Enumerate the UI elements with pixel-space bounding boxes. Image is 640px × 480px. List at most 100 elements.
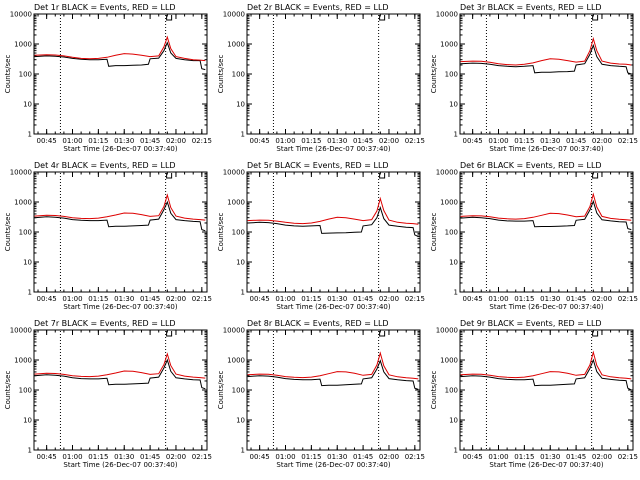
y-tick-label: 1000	[227, 199, 245, 207]
x-tick-label: 00:45	[250, 137, 270, 145]
x-tick-label: 00:45	[250, 453, 270, 461]
state-bracket	[166, 15, 173, 21]
y-tick-label: 1	[454, 131, 458, 139]
x-tick-label: 02:15	[405, 453, 425, 461]
x-tick-label: 02:00	[379, 137, 399, 145]
x-tick-label: 01:30	[540, 453, 560, 461]
state-bracket	[379, 331, 386, 337]
x-tick-label: 01:15	[514, 137, 534, 145]
x-tick-label: 01:45	[140, 453, 160, 461]
y-tick-label: 10	[23, 259, 32, 267]
y-tick-label: 10000	[436, 169, 458, 177]
y-tick-label: 10000	[436, 327, 458, 335]
y-tick-label: 1	[454, 447, 458, 455]
panel-title: Det 9r BLACK = Events, RED = LLD	[460, 319, 602, 328]
state-bracket	[166, 173, 173, 179]
panel-title: Det 2r BLACK = Events, RED = LLD	[247, 3, 389, 12]
events-series-line	[34, 41, 206, 71]
state-bracket	[379, 173, 386, 179]
x-tick-label: 01:30	[327, 295, 347, 303]
panel-title: Det 6r BLACK = Events, RED = LLD	[460, 161, 602, 170]
y-tick-label: 10	[449, 259, 458, 267]
x-tick-label: 02:15	[618, 137, 638, 145]
events-series-line	[460, 199, 632, 231]
lld-series-line	[34, 35, 206, 62]
events-series-line	[34, 358, 206, 390]
y-tick-label: 1000	[440, 199, 458, 207]
y-tick-label: 1	[28, 289, 32, 297]
y-tick-label: 100	[232, 229, 245, 237]
x-tick-label: 00:45	[37, 295, 57, 303]
y-axis-label: Counts/sec	[217, 371, 225, 410]
panel-det-6r: Det 6r BLACK = Events, RED = LLD 1 10 100 10…	[430, 161, 638, 311]
panel-det-4r: Det 4r BLACK = Events, RED = LLD 1 10 100 10…	[4, 161, 212, 311]
x-tick-label: 01:00	[488, 453, 508, 461]
y-tick-label: 1	[241, 447, 245, 455]
y-tick-label: 100	[445, 387, 458, 395]
y-tick-label: 10	[23, 417, 32, 425]
panel-title: Det 3r BLACK = Events, RED = LLD	[460, 3, 602, 12]
x-tick-label: 01:00	[62, 295, 82, 303]
x-tick-label: 01:45	[353, 137, 373, 145]
x-tick-label: 00:45	[463, 137, 483, 145]
x-axis-label: Start Time (26-Dec-07 00:37:40)	[276, 461, 390, 469]
state-bracket	[592, 331, 599, 337]
y-tick-label: 100	[19, 229, 32, 237]
x-tick-label: 01:00	[62, 453, 82, 461]
x-tick-label: 02:00	[166, 295, 186, 303]
x-tick-label: 02:00	[379, 453, 399, 461]
panel-title: Det 5r BLACK = Events, RED = LLD	[247, 161, 389, 170]
x-tick-label: 00:45	[250, 295, 270, 303]
y-tick-label: 10000	[10, 169, 32, 177]
y-tick-label: 100	[232, 71, 245, 79]
y-tick-label: 100	[232, 387, 245, 395]
y-tick-label: 10	[236, 417, 245, 425]
x-axis-label: Start Time (26-Dec-07 00:37:40)	[489, 145, 603, 153]
plot-frame	[33, 171, 208, 293]
lld-series-line	[34, 352, 206, 379]
lld-series-line	[247, 196, 419, 225]
y-tick-label: 1000	[14, 357, 32, 365]
x-tick-label: 01:45	[353, 453, 373, 461]
y-tick-label: 1000	[440, 357, 458, 365]
x-axis-label: Start Time (26-Dec-07 00:37:40)	[276, 303, 390, 311]
state-bracket	[592, 173, 599, 179]
state-bracket	[166, 331, 173, 337]
x-tick-label: 02:15	[405, 137, 425, 145]
lld-series-line	[460, 350, 632, 380]
panel-title: Det 8r BLACK = Events, RED = LLD	[247, 319, 389, 328]
x-tick-label: 01:15	[88, 137, 108, 145]
events-series-line	[247, 359, 419, 390]
events-series-line	[460, 43, 632, 75]
x-tick-label: 01:15	[88, 453, 108, 461]
y-tick-label: 1000	[227, 41, 245, 49]
state-bracket	[379, 15, 386, 21]
plot-frame	[459, 329, 634, 451]
plot-frame	[33, 13, 208, 135]
state-bracket	[592, 15, 599, 21]
x-tick-label: 01:15	[514, 453, 534, 461]
y-tick-label: 10	[23, 101, 32, 109]
y-axis-label: Counts/sec	[4, 213, 12, 252]
y-tick-label: 1	[28, 447, 32, 455]
x-tick-label: 02:15	[192, 453, 212, 461]
lld-series-line	[460, 36, 632, 66]
x-tick-label: 01:00	[275, 295, 295, 303]
x-tick-label: 02:00	[592, 137, 612, 145]
x-axis-label: Start Time (26-Dec-07 00:37:40)	[489, 461, 603, 469]
y-tick-label: 100	[19, 71, 32, 79]
x-tick-label: 02:15	[405, 295, 425, 303]
panel-title: Det 7r BLACK = Events, RED = LLD	[34, 319, 176, 328]
y-tick-label: 1000	[14, 41, 32, 49]
y-tick-label: 10	[236, 259, 245, 267]
x-axis-label: Start Time (26-Dec-07 00:37:40)	[489, 303, 603, 311]
x-tick-label: 01:30	[114, 137, 134, 145]
y-tick-label: 10000	[223, 11, 245, 19]
x-tick-label: 02:15	[618, 295, 638, 303]
x-axis-label: Start Time (26-Dec-07 00:37:40)	[63, 461, 177, 469]
panel-det-9r: Det 9r BLACK = Events, RED = LLD 1 10 100 10…	[430, 319, 638, 469]
x-tick-label: 01:45	[566, 137, 586, 145]
x-tick-label: 01:45	[353, 295, 373, 303]
x-tick-label: 01:45	[566, 295, 586, 303]
